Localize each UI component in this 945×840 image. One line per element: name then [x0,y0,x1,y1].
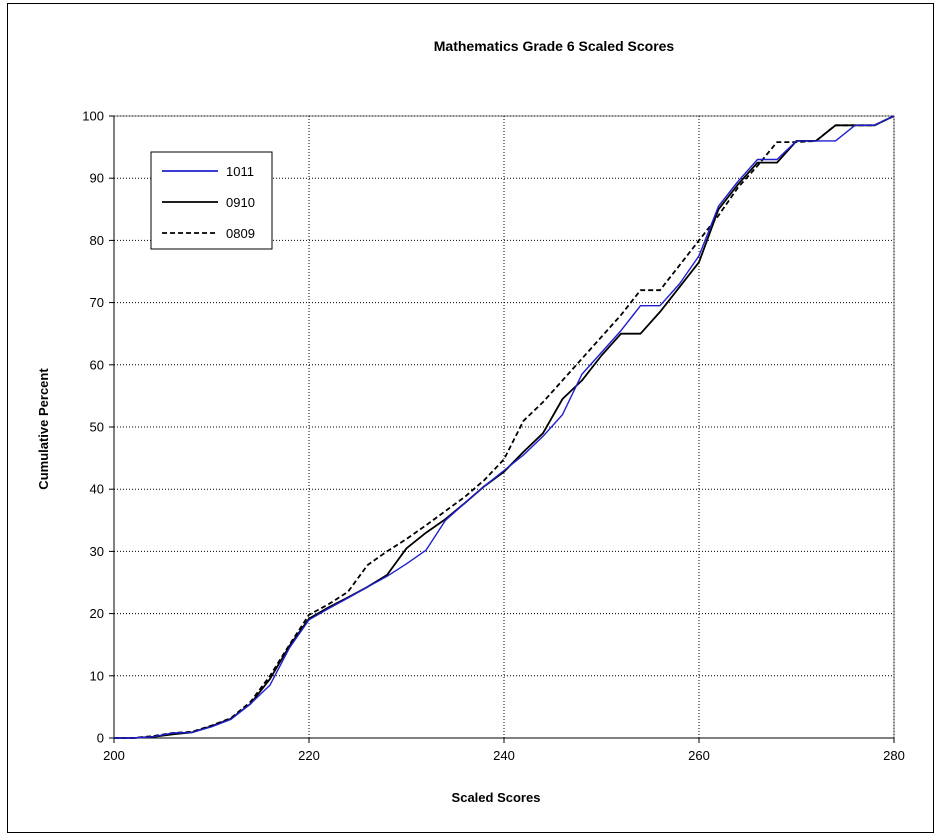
y-tick-label: 60 [90,357,104,372]
chart-frame: Mathematics Grade 6 Scaled Scores 0 10 20 3… [7,3,934,833]
y-tick-label: 20 [90,606,104,621]
y-tick-label: 0 [97,731,104,746]
x-tick-label: 240 [493,748,515,763]
series-lines [114,115,895,739]
series-line-0809 [114,115,895,739]
x-tick-label: 220 [298,748,320,763]
y-axis-title: Cumulative Percent [36,368,51,490]
chart-title: Mathematics Grade 6 Scaled Scores [434,38,675,54]
y-tick-label: 80 [90,233,104,248]
line-chart: Mathematics Grade 6 Scaled Scores 0 10 20 3… [36,38,905,805]
axes [109,115,895,743]
legend-label-0910: 0910 [226,195,255,210]
y-tick-label: 90 [90,171,104,186]
tick-labels: 0 10 20 30 40 50 60 70 80 90 100 200 220 240 260 280 [82,109,905,764]
y-tick-label: 10 [90,668,104,683]
x-tick-label: 260 [688,748,710,763]
legend-label-1011: 1011 [226,164,254,179]
y-tick-label: 40 [90,482,104,497]
y-tick-label: 30 [90,544,104,559]
y-tick-label: 70 [90,295,104,310]
x-tick-label: 280 [883,748,905,763]
legend-label-0809: 0809 [226,226,255,241]
x-tick-label: 200 [103,748,125,763]
x-axis-title: Scaled Scores [452,790,541,805]
series-line-1011 [114,115,895,739]
y-tick-label: 50 [90,420,104,435]
y-tick-label: 100 [82,109,104,124]
legend: 1011 0910 0809 [150,151,273,250]
